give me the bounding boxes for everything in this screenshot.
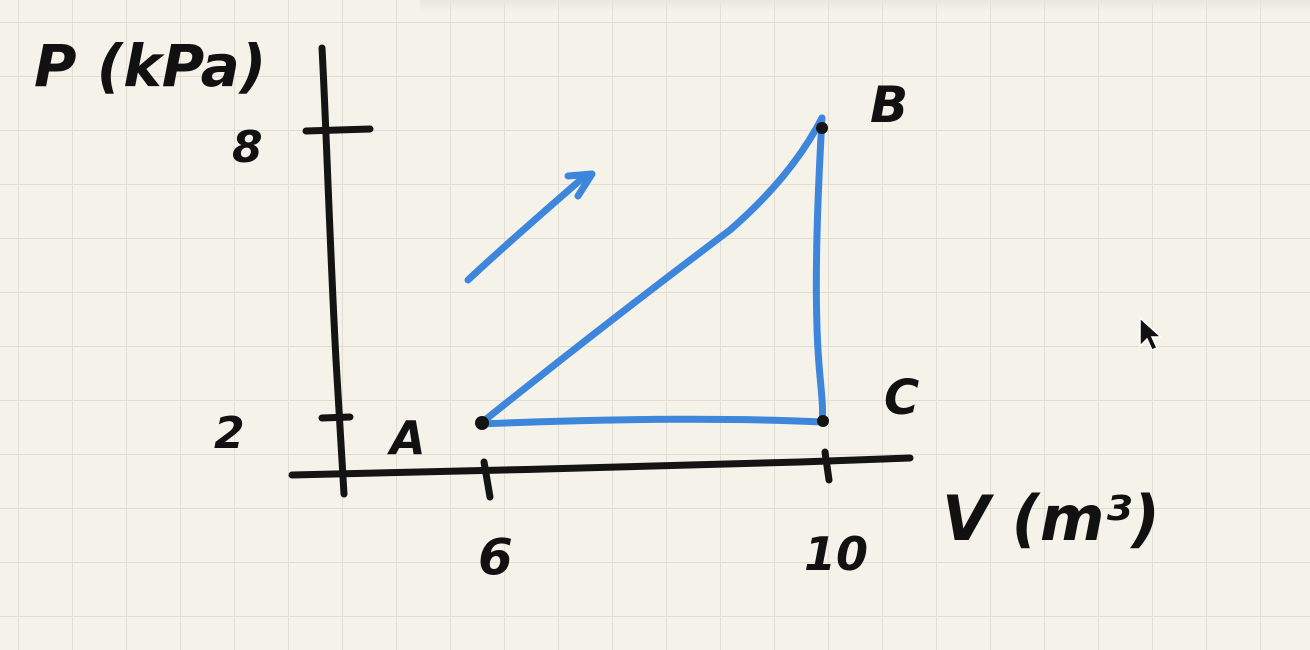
point-a-dot xyxy=(475,416,489,430)
point-b-dot xyxy=(816,122,828,134)
process-c-to-a xyxy=(476,415,826,428)
mouse-cursor-icon xyxy=(1139,316,1163,351)
y-axis-label: P (kPa) xyxy=(34,32,266,100)
y-tick-8 xyxy=(302,125,374,135)
process-a-to-b xyxy=(476,114,826,428)
y-tick-label-2: 2 xyxy=(214,408,245,459)
y-tick-label-8: 8 xyxy=(232,122,263,173)
x-tick-6 xyxy=(480,458,494,501)
y-axis xyxy=(318,44,348,498)
point-c-label: C xyxy=(884,370,919,426)
x-axis xyxy=(288,454,914,479)
x-tick-label-10: 10 xyxy=(804,527,868,581)
point-b-label: B xyxy=(870,76,908,134)
point-a-label: A xyxy=(387,411,426,465)
window-top-edge xyxy=(420,0,1310,12)
direction-arrow-head xyxy=(564,170,596,200)
process-b-to-c xyxy=(812,114,827,426)
x-tick-10 xyxy=(821,448,833,484)
x-tick-label-6: 6 xyxy=(478,528,513,586)
point-c-dot xyxy=(817,415,829,427)
y-tick-2 xyxy=(318,413,354,422)
direction-arrow-shaft xyxy=(464,172,589,284)
x-axis-label: V (m³) xyxy=(942,482,1160,555)
